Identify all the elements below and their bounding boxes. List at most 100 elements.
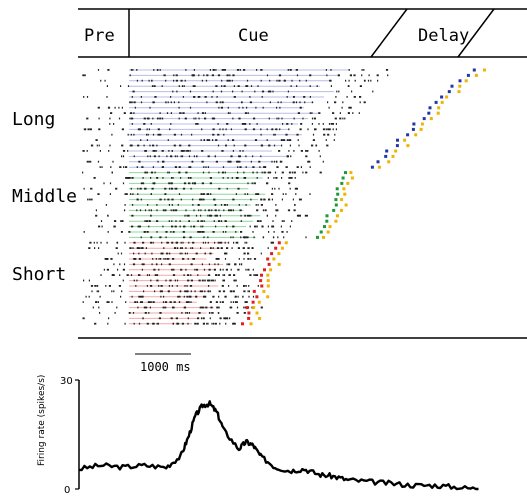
spike-mark: [266, 128, 268, 131]
spike-mark: [344, 117, 346, 120]
event-marker: [406, 144, 410, 148]
spike-mark: [95, 301, 98, 303]
spike-mark: [196, 322, 199, 325]
spike-mark: [141, 301, 143, 303]
spike-mark: [154, 290, 156, 293]
spike-mark: [114, 106, 116, 109]
spike-mark: [215, 101, 218, 104]
spike-mark: [208, 279, 211, 282]
spike-mark: [226, 187, 228, 190]
spike-mark: [307, 128, 309, 131]
spike-mark: [162, 160, 165, 163]
spike-mark: [95, 139, 98, 141]
spike-mark: [150, 285, 153, 287]
spike-mark: [179, 220, 181, 222]
spike-mark: [172, 209, 175, 212]
spike-mark: [296, 133, 299, 136]
spike-mark: [243, 69, 246, 71]
spike-mark: [246, 241, 248, 244]
spike-mark: [285, 166, 287, 168]
spike-mark: [188, 220, 190, 222]
spike-mark: [241, 101, 243, 104]
spike-mark: [188, 155, 191, 158]
spike-mark: [214, 241, 216, 244]
spike-mark: [182, 258, 184, 260]
spike-mark: [121, 290, 123, 293]
spike-mark: [256, 209, 259, 212]
spike-mark: [166, 155, 168, 158]
spike-mark: [232, 209, 234, 212]
spike-mark: [109, 193, 111, 195]
spike-mark: [353, 74, 356, 77]
spike-mark: [151, 236, 153, 239]
spike-mark: [212, 128, 215, 131]
spike-mark: [141, 247, 144, 249]
spike-mark: [100, 220, 103, 222]
spike-mark: [231, 155, 233, 158]
spike-mark: [163, 295, 165, 298]
spike-mark: [88, 247, 91, 249]
spike-mark: [125, 193, 128, 195]
spike-mark: [109, 123, 111, 125]
spike-mark: [203, 139, 205, 141]
spike-mark: [129, 144, 132, 147]
spike-mark: [305, 150, 307, 152]
spike-mark: [202, 317, 205, 320]
event-marker: [284, 241, 288, 245]
spike-mark: [252, 128, 256, 131]
spike-mark: [175, 79, 178, 82]
spike-mark: [237, 85, 240, 87]
event-marker: [335, 187, 339, 191]
spike-mark: [132, 193, 134, 195]
spike-mark: [318, 123, 320, 125]
spike-mark: [133, 258, 135, 260]
spike-mark: [280, 101, 282, 104]
spike-mark: [107, 69, 110, 71]
spike-mark: [192, 160, 194, 163]
y-tick-zero: 0: [64, 485, 70, 496]
spike-mark: [148, 225, 150, 228]
spike-mark: [220, 90, 223, 93]
spike-mark: [137, 128, 140, 131]
spike-mark: [204, 96, 207, 98]
spike-mark: [182, 231, 185, 233]
spike-mark: [341, 106, 343, 109]
spike-mark: [315, 144, 318, 147]
spike-mark: [247, 268, 250, 271]
spike-mark: [258, 160, 261, 163]
spike-mark: [89, 241, 92, 244]
spike-mark: [93, 241, 95, 244]
spike-mark: [202, 171, 205, 174]
spike-mark: [137, 247, 139, 249]
spike-mark: [349, 106, 352, 109]
spike-mark: [200, 247, 202, 249]
spike-mark: [125, 301, 127, 303]
spike-mark: [187, 258, 189, 260]
spike-mark: [329, 79, 332, 82]
spike-mark: [155, 258, 157, 260]
spike-mark: [195, 295, 197, 298]
event-marker: [340, 198, 344, 202]
spike-mark: [139, 187, 142, 190]
spike-mark: [232, 139, 235, 141]
spike-mark: [176, 279, 179, 282]
spike-mark: [203, 74, 205, 77]
spike-mark: [203, 295, 206, 298]
spike-mark: [282, 139, 284, 141]
spike-mark: [119, 166, 122, 168]
event-marker: [419, 127, 423, 131]
spike-mark: [205, 79, 208, 82]
spike-mark: [199, 306, 201, 309]
spike-mark: [246, 79, 249, 82]
spike-mark: [221, 285, 224, 287]
spike-mark: [246, 236, 249, 239]
spike-mark: [211, 96, 213, 98]
spike-mark: [276, 160, 278, 163]
spike-mark: [220, 268, 222, 271]
spike-mark: [227, 160, 229, 163]
event-marker: [370, 165, 374, 169]
event-marker: [270, 252, 274, 256]
spike-mark: [345, 79, 347, 82]
spike-mark: [123, 263, 126, 266]
spike-mark: [147, 204, 149, 206]
